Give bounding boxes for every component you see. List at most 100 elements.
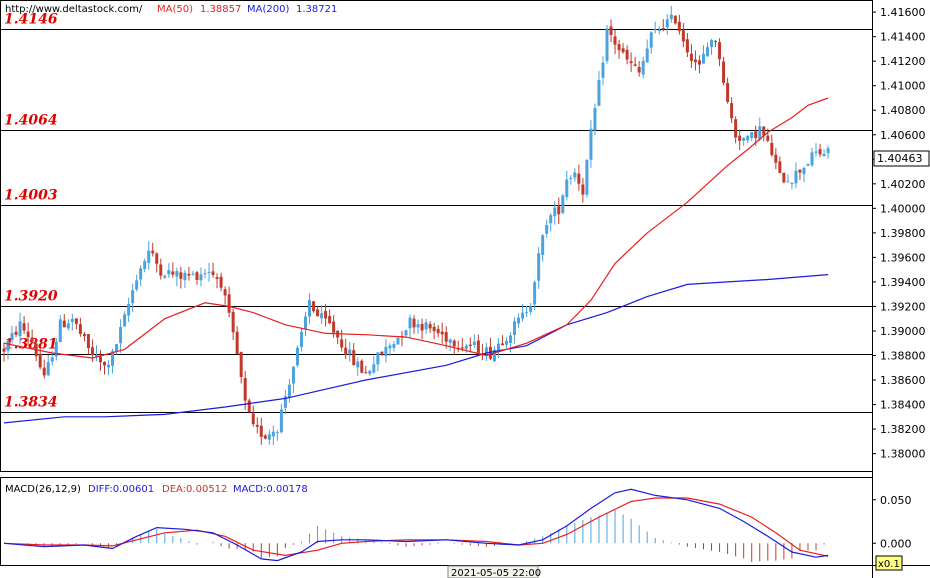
level-label: 1.4003 — [4, 188, 58, 204]
candle-bull — [283, 396, 287, 408]
candle-bull — [18, 321, 22, 337]
candle-bull — [147, 250, 151, 263]
candle-bear — [251, 413, 255, 425]
candle-bull — [207, 271, 211, 273]
candle-bull — [308, 300, 312, 317]
candle-bull — [746, 135, 750, 141]
candle-bear — [436, 328, 440, 334]
source-url[interactable]: http://www.deltastock.com/ — [5, 4, 143, 15]
candle-bear — [444, 332, 448, 342]
candle-bull — [94, 354, 98, 357]
candle-bear — [774, 154, 778, 163]
candle-bear — [74, 318, 78, 324]
candle-bear — [98, 356, 102, 363]
candle-bear — [613, 36, 617, 45]
candle-bull — [710, 39, 714, 47]
date-cursor-box — [447, 565, 539, 578]
current-price-value: 1.40463 — [877, 152, 923, 165]
moving-averages — [3, 97, 829, 424]
candle-bull — [275, 432, 279, 434]
dea-label: DEA:0.00512 — [162, 484, 227, 495]
candle-bull — [786, 181, 790, 183]
candle-bull — [131, 290, 135, 304]
candle-bear — [440, 331, 444, 335]
date-cursor-label: 2021-05-05 22:00 — [451, 568, 541, 578]
candle-bull — [46, 361, 50, 376]
candle-bear — [364, 372, 368, 374]
candle-bull — [517, 317, 521, 324]
candle-bull — [408, 317, 412, 329]
candle-bear — [693, 59, 697, 63]
ma200-label: MA(200) — [247, 4, 289, 15]
candle-bull — [561, 195, 565, 213]
ma50-label: MA(50) — [157, 4, 193, 15]
zoom-button[interactable] — [875, 555, 903, 571]
candle-bull — [593, 108, 597, 131]
candle-bull — [115, 344, 119, 352]
candle-bull — [665, 19, 669, 28]
price-tick-label: 1.40800 — [880, 104, 926, 117]
candle-bear — [637, 67, 641, 73]
candle-bull — [657, 29, 661, 31]
candle-bear — [677, 21, 681, 31]
candle-bull — [513, 321, 517, 336]
candle-bear — [328, 316, 332, 324]
candle-bull — [143, 260, 147, 270]
candle-bear — [82, 333, 86, 337]
candle-bull — [54, 341, 58, 357]
price-tick-label: 1.41200 — [880, 55, 926, 68]
candle-bull — [525, 312, 529, 314]
candle-bear — [714, 41, 718, 43]
candle-bear — [762, 126, 766, 136]
macd-layer — [3, 488, 829, 562]
candle-bull — [404, 330, 408, 336]
candle-bull — [384, 346, 388, 357]
candle-bear — [316, 309, 320, 317]
candle-bear — [195, 272, 199, 281]
candle-bull — [529, 306, 533, 312]
candle-bear — [179, 272, 183, 279]
candle-bear — [428, 324, 432, 329]
candle-bear — [171, 271, 175, 275]
candle-bull — [521, 312, 525, 319]
candle-bull — [119, 326, 123, 344]
candle-bear — [231, 311, 235, 333]
candle-bear — [223, 289, 227, 296]
level-lines: 1.4146 1.4064 1.4003 1.3920 1.3881 1.3834 — [1, 12, 872, 413]
candle-bull — [802, 167, 806, 175]
candle-bear — [468, 344, 472, 346]
candle-bear — [420, 324, 424, 331]
candle-bull — [183, 272, 187, 281]
candle-bear — [26, 331, 30, 338]
candle-bull — [585, 159, 589, 195]
candle-bull — [50, 357, 54, 362]
candle-bull — [111, 351, 115, 366]
candle-bull — [304, 316, 307, 330]
candle-bear — [38, 353, 42, 368]
candle-bull — [814, 151, 818, 153]
candle-bear — [452, 340, 456, 347]
candle-bull — [70, 318, 74, 322]
candle-bear — [718, 42, 722, 60]
candle-bull — [537, 253, 541, 281]
candle-bull — [279, 409, 283, 433]
candle-bull — [533, 282, 537, 305]
candle-bull — [203, 273, 207, 275]
candle-bull — [645, 48, 649, 63]
candle-bull — [496, 343, 500, 351]
candle-bear — [78, 324, 82, 334]
candle-bull — [706, 47, 709, 57]
candle-bear — [340, 339, 344, 348]
candle-bear — [557, 206, 561, 215]
candle-bear — [312, 301, 316, 312]
candle-bull — [199, 274, 203, 281]
candle-bull — [123, 314, 127, 327]
candle-bull — [107, 364, 111, 368]
candle-bull — [790, 183, 794, 185]
candle-bear — [476, 340, 480, 354]
candle-bear — [332, 321, 336, 333]
price-tick-label: 1.38400 — [880, 399, 926, 412]
level-label: 1.3881 — [4, 337, 58, 353]
macd-tick-label: 0.050 — [880, 494, 912, 507]
candle-bear — [581, 184, 585, 195]
